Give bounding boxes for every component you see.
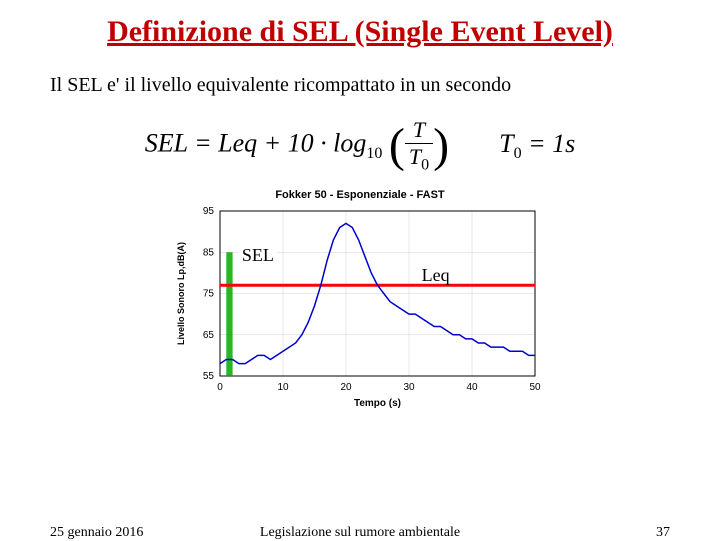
svg-text:55: 55	[203, 371, 215, 382]
chart-title: Fokker 50 - Esponenziale - FAST	[170, 189, 550, 201]
svg-text:Tempo (s): Tempo (s)	[354, 398, 401, 409]
footer-center: Legislazione sul rumore ambientale	[0, 525, 720, 541]
formula-sel: SEL = Leq + 10 · log10 (TT0)	[145, 117, 449, 174]
svg-text:0: 0	[217, 382, 223, 393]
formula-row: SEL = Leq + 10 · log10 (TT0) T0 = 1s	[0, 117, 720, 174]
svg-text:30: 30	[403, 382, 415, 393]
subtitle: Il SEL e' il livello equivalente ricompa…	[50, 74, 720, 97]
leq-annotation: Leq	[422, 265, 450, 286]
formula2-sub: 0	[514, 145, 522, 162]
frac-num: T	[405, 117, 433, 144]
svg-text:20: 20	[340, 382, 352, 393]
frac-den: T	[409, 144, 421, 169]
chart-svg: 0 10 20 30 40 50 55 65 75 85 95 Tempo (s) Livello So…	[170, 201, 550, 411]
page-title: Definizione di SEL (Single Event Level)	[0, 0, 720, 49]
svg-text:75: 75	[203, 289, 215, 300]
chart-container: Fokker 50 - Esponenziale - FAST 0 10 20 30 4…	[170, 189, 550, 411]
sel-annotation: SEL	[239, 244, 277, 267]
svg-text:95: 95	[203, 206, 215, 217]
svg-text:10: 10	[277, 382, 289, 393]
frac-den-sub: 0	[421, 156, 429, 173]
svg-text:Livello Sonoro Lp,dB(A): Livello Sonoro Lp,dB(A)	[176, 242, 186, 345]
footer-page: 37	[656, 525, 670, 541]
svg-text:65: 65	[203, 330, 215, 341]
formula2-t: T	[499, 129, 513, 158]
svg-text:50: 50	[529, 382, 541, 393]
svg-text:40: 40	[466, 382, 478, 393]
formula-logsub: 10	[366, 145, 382, 162]
formula2-rest: = 1s	[522, 129, 576, 158]
svg-text:85: 85	[203, 248, 215, 259]
formula-lhs: SEL	[145, 129, 188, 158]
formula-mid: = Leq + 10 · log	[188, 129, 367, 158]
formula-t0: T0 = 1s	[499, 129, 575, 163]
